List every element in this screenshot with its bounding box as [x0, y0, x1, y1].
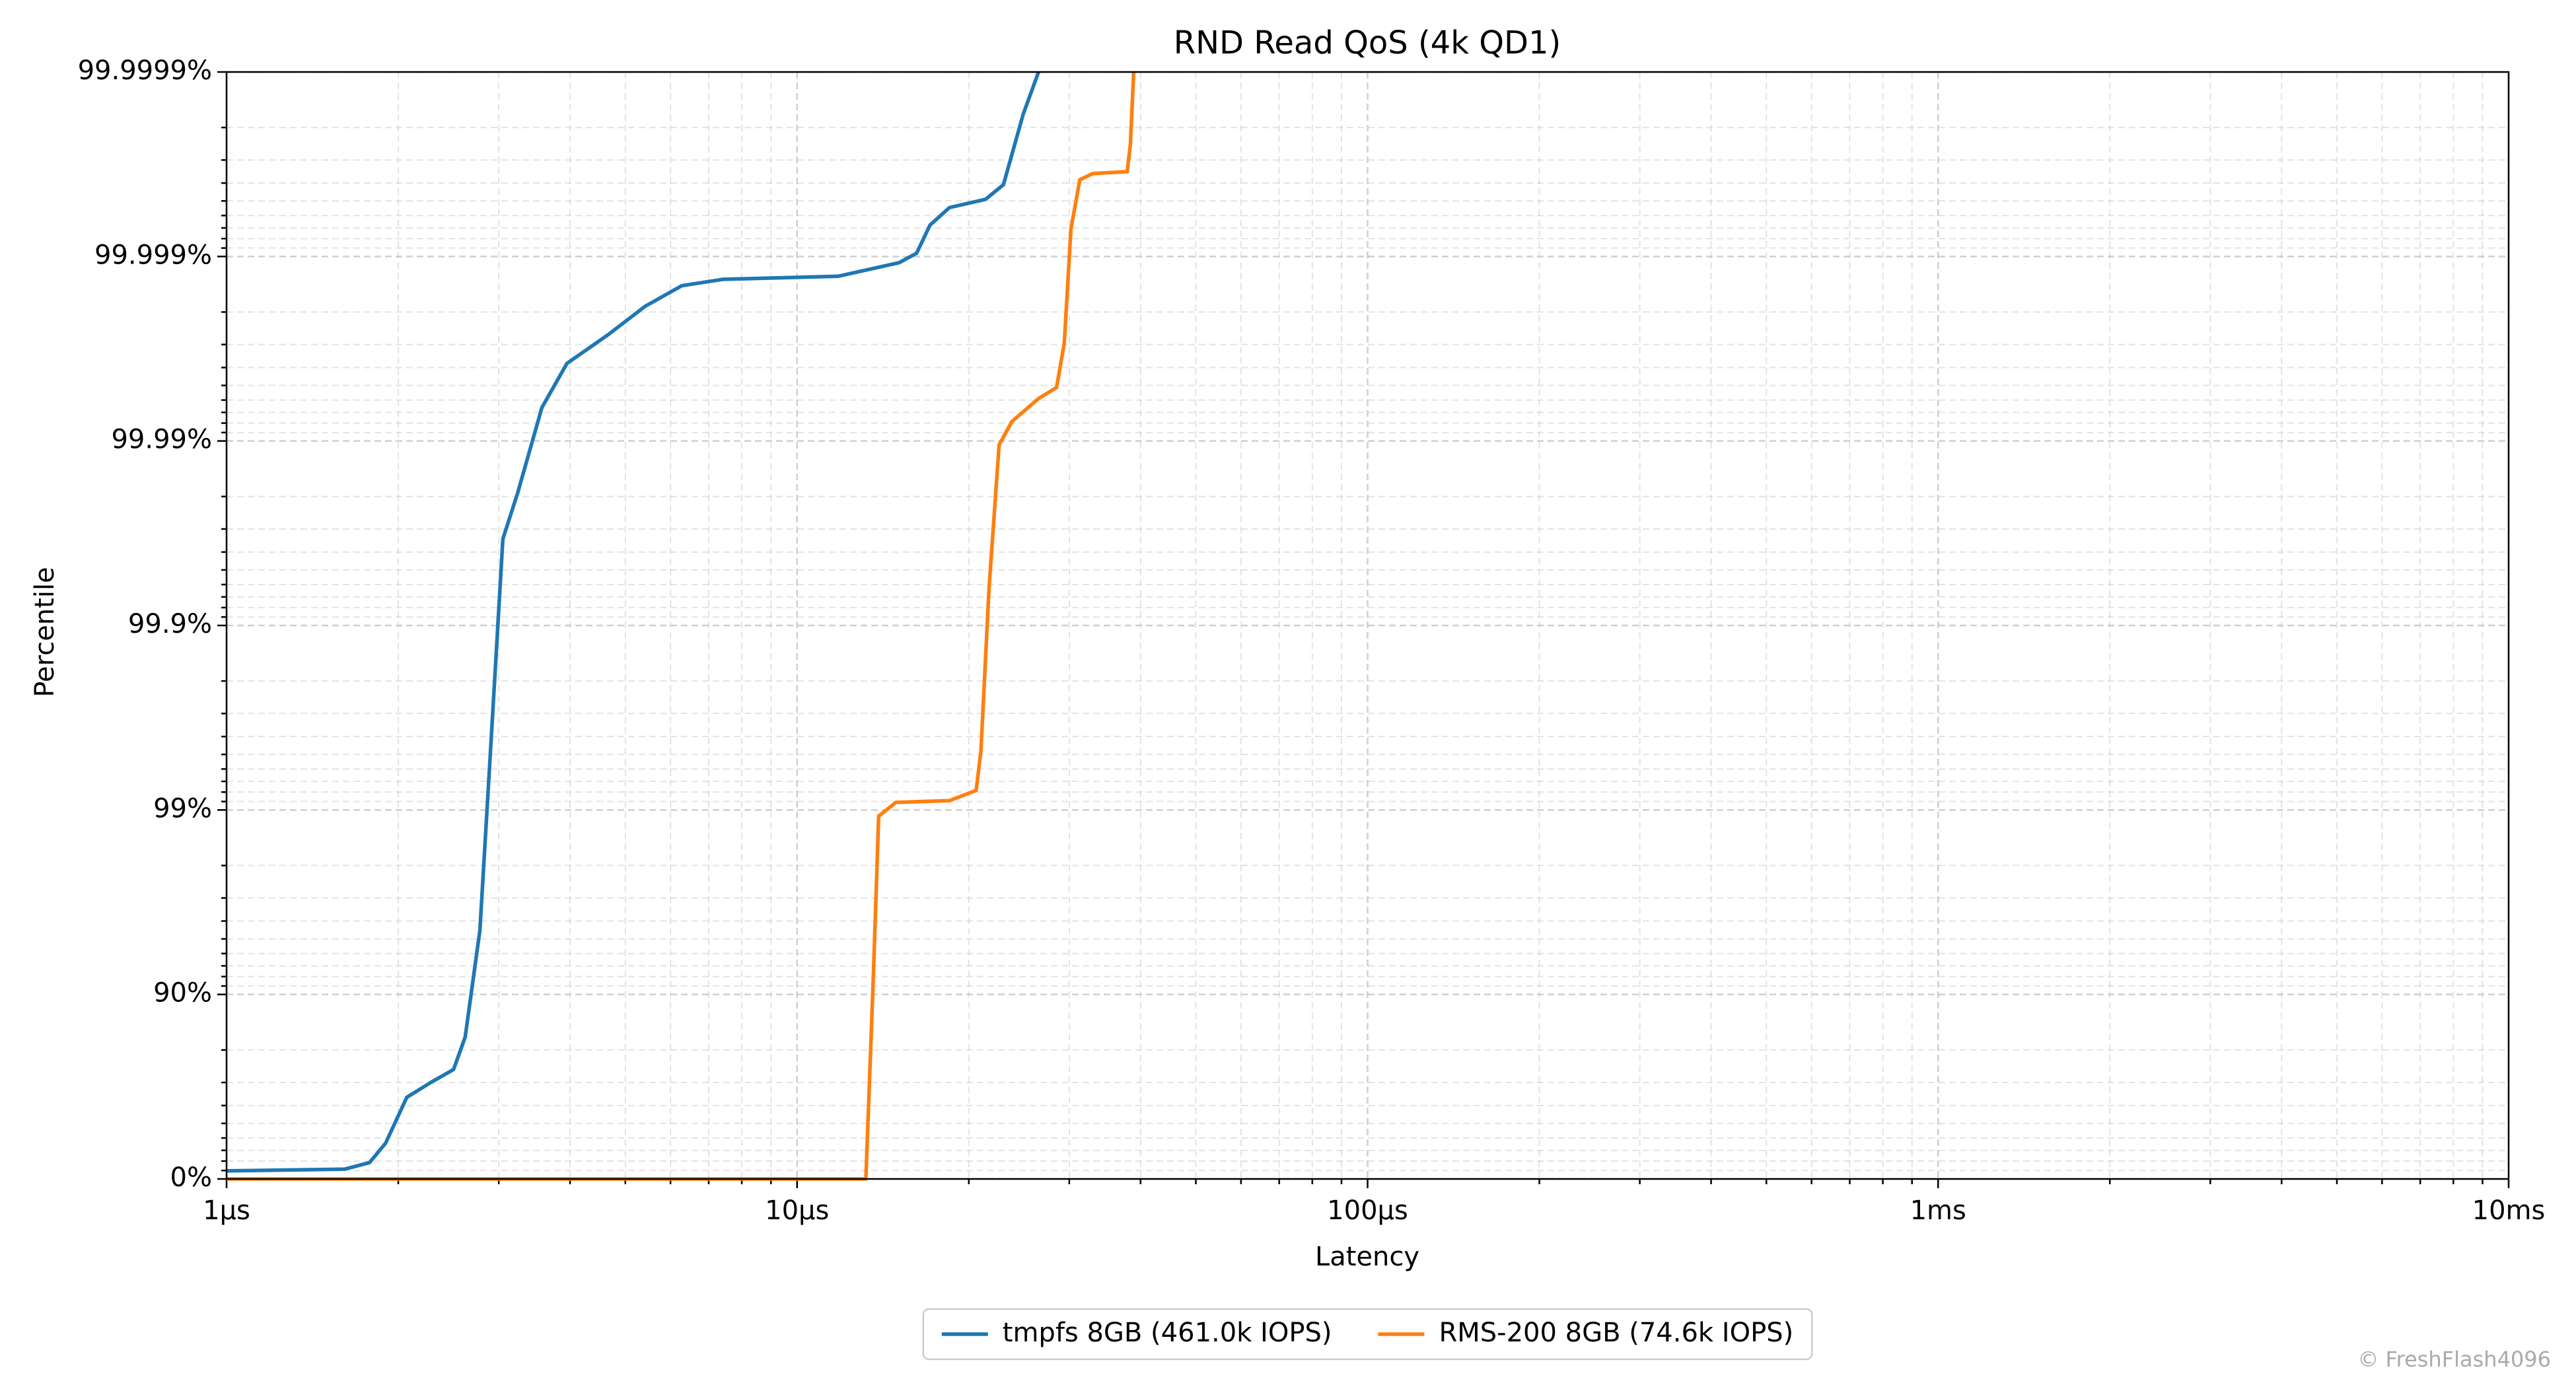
- legend-label: tmpfs 8GB (461.0k IOPS): [1003, 1318, 1332, 1348]
- legend-label: RMS-200 8GB (74.6k IOPS): [1439, 1318, 1793, 1348]
- y-tick-label: 99.9%: [128, 609, 212, 639]
- x-tick-label: 1ms: [1910, 1195, 1966, 1226]
- y-tick-label: 99.999%: [94, 240, 212, 270]
- series-line: [227, 71, 1040, 1173]
- x-tick-label: 1µs: [203, 1195, 250, 1226]
- x-tick-label: 100µs: [1327, 1195, 1408, 1226]
- x-axis-label: Latency: [1315, 1242, 1419, 1272]
- x-tick-label: 10µs: [765, 1195, 829, 1226]
- plot-frame: [225, 71, 2510, 1180]
- y-tick-label: 90%: [153, 978, 212, 1009]
- y-tick-label: 99.99%: [111, 425, 212, 455]
- y-tick-label: 99.9999%: [78, 55, 212, 86]
- x-tick-label: 10ms: [2472, 1195, 2546, 1226]
- watermark: © FreshFlash4096: [2357, 1347, 2551, 1372]
- legend: tmpfs 8GB (461.0k IOPS) RMS-200 8GB (74.6…: [922, 1308, 1813, 1361]
- y-axis-label: Percentile: [30, 567, 60, 697]
- y-tick-label: 0%: [170, 1162, 212, 1193]
- legend-frame: [922, 1308, 1813, 1361]
- y-tick-label: 99%: [153, 793, 212, 824]
- chart-title: RND Read QoS (4k QD1): [1174, 24, 1561, 61]
- series-line: [227, 71, 1136, 1181]
